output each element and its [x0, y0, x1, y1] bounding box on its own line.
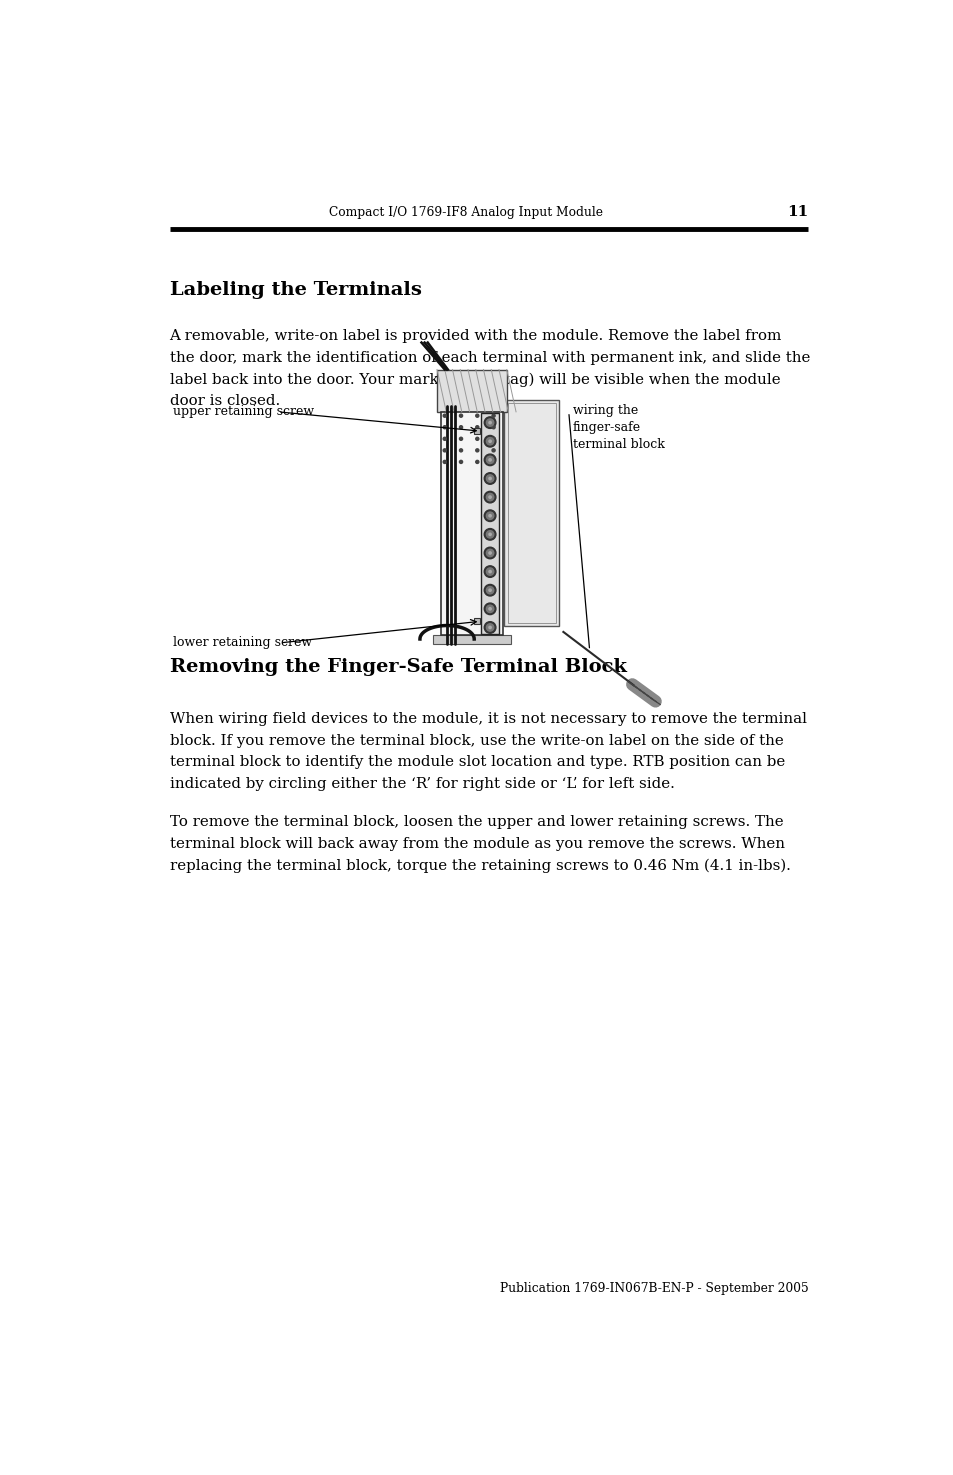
Bar: [474, 618, 480, 624]
Bar: [507, 403, 555, 622]
Circle shape: [492, 460, 495, 463]
Text: wiring the: wiring the: [572, 404, 638, 417]
Circle shape: [492, 437, 495, 441]
Circle shape: [486, 624, 494, 631]
Text: door is closed.: door is closed.: [170, 394, 279, 409]
Text: When wiring field devices to the module, it is not necessary to remove the termi: When wiring field devices to the module,…: [170, 712, 805, 726]
Bar: [440, 412, 502, 636]
Circle shape: [484, 454, 496, 466]
Text: terminal block: terminal block: [572, 438, 664, 451]
Circle shape: [488, 571, 491, 572]
Circle shape: [443, 448, 446, 451]
Circle shape: [492, 426, 495, 429]
Circle shape: [488, 440, 491, 442]
Circle shape: [459, 437, 462, 441]
Circle shape: [486, 587, 494, 594]
Circle shape: [443, 460, 446, 463]
Text: Labeling the Terminals: Labeling the Terminals: [170, 280, 421, 299]
Circle shape: [486, 456, 494, 463]
Circle shape: [488, 478, 491, 479]
Circle shape: [484, 603, 496, 615]
Circle shape: [488, 422, 491, 423]
Bar: [504, 400, 558, 625]
Circle shape: [488, 589, 491, 591]
Circle shape: [443, 414, 446, 417]
Text: To remove the terminal block, loosen the upper and lower retaining screws. The: To remove the terminal block, loosen the…: [170, 816, 782, 829]
Circle shape: [484, 435, 496, 447]
Circle shape: [484, 621, 496, 633]
Circle shape: [486, 494, 494, 502]
Text: indicated by circling either the ‘R’ for right side or ‘L’ for left side.: indicated by circling either the ‘R’ for…: [170, 777, 674, 791]
Circle shape: [486, 419, 494, 426]
Circle shape: [488, 459, 491, 462]
Bar: [436, 370, 506, 412]
Circle shape: [484, 472, 496, 484]
Circle shape: [484, 547, 496, 559]
Circle shape: [459, 448, 462, 451]
Circle shape: [484, 510, 496, 522]
Circle shape: [492, 448, 495, 451]
Circle shape: [488, 627, 491, 628]
Circle shape: [476, 460, 478, 463]
Circle shape: [486, 549, 494, 556]
Text: replacing the terminal block, torque the retaining screws to 0.46 Nm (4.1 in-lbs: replacing the terminal block, torque the…: [170, 858, 790, 873]
Circle shape: [484, 491, 496, 503]
Text: terminal block will back away from the module as you remove the screws. When: terminal block will back away from the m…: [170, 836, 783, 851]
Text: A removable, write-on label is provided with the module. Remove the label from: A removable, write-on label is provided …: [170, 329, 781, 344]
Text: 11: 11: [786, 205, 807, 220]
Circle shape: [488, 515, 491, 516]
Circle shape: [486, 475, 494, 482]
Circle shape: [443, 437, 446, 441]
Circle shape: [459, 414, 462, 417]
Text: Removing the Finger-Safe Terminal Block: Removing the Finger-Safe Terminal Block: [170, 658, 626, 676]
Bar: [474, 428, 480, 434]
Circle shape: [459, 426, 462, 429]
Circle shape: [484, 528, 496, 540]
Circle shape: [476, 437, 478, 441]
Circle shape: [486, 438, 494, 445]
Circle shape: [484, 584, 496, 596]
Circle shape: [476, 448, 478, 451]
Text: Compact I/O 1769-IF8 Analog Input Module: Compact I/O 1769-IF8 Analog Input Module: [329, 207, 602, 220]
Circle shape: [486, 605, 494, 612]
Circle shape: [443, 426, 446, 429]
Bar: [480, 413, 498, 634]
Text: Publication 1769-IN067B-EN-P - September 2005: Publication 1769-IN067B-EN-P - September…: [499, 1282, 807, 1295]
Text: the door, mark the identification of each terminal with permanent ink, and slide: the door, mark the identification of eac…: [170, 351, 809, 364]
Circle shape: [488, 552, 491, 555]
Text: label back into the door. Your markings (ID tag) will be visible when the module: label back into the door. Your markings …: [170, 373, 780, 386]
Text: upper retaining screw: upper retaining screw: [173, 406, 314, 419]
Circle shape: [484, 417, 496, 428]
Circle shape: [476, 414, 478, 417]
Circle shape: [488, 608, 491, 611]
Text: terminal block to identify the module slot location and type. RTB position can b: terminal block to identify the module sl…: [170, 755, 784, 770]
Text: lower retaining screw: lower retaining screw: [173, 636, 313, 649]
Circle shape: [492, 414, 495, 417]
Circle shape: [486, 531, 494, 538]
Text: block. If you remove the terminal block, use the write-on label on the side of t: block. If you remove the terminal block,…: [170, 733, 782, 748]
Circle shape: [488, 496, 491, 499]
Text: finger-safe: finger-safe: [572, 420, 640, 434]
Bar: [433, 636, 510, 645]
Circle shape: [488, 532, 491, 535]
Circle shape: [476, 426, 478, 429]
Circle shape: [486, 512, 494, 519]
Circle shape: [484, 566, 496, 577]
Circle shape: [486, 568, 494, 575]
Circle shape: [459, 460, 462, 463]
